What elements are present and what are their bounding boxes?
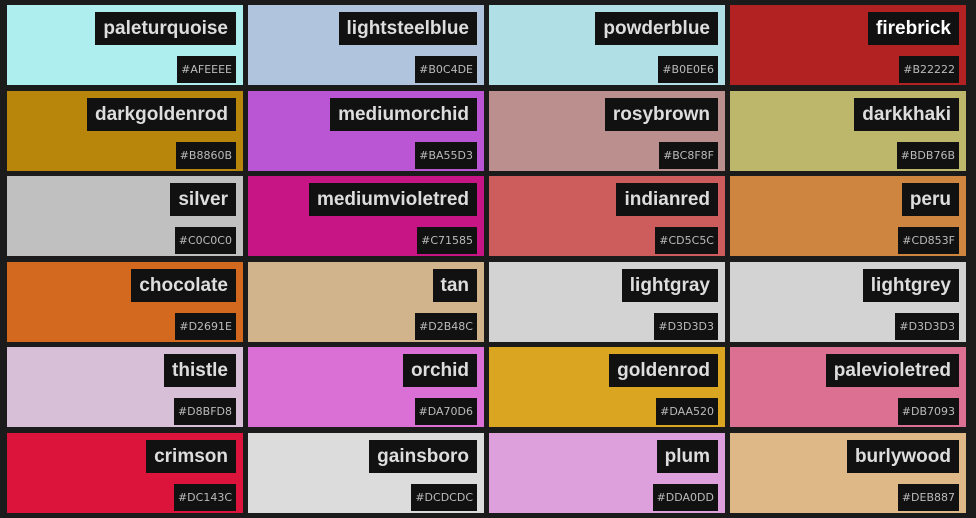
color-swatch[interactable]: tan #D2B48C xyxy=(248,261,484,342)
color-hex: #D8BFD8 xyxy=(173,398,236,425)
color-swatch[interactable]: chocolate #D2691E xyxy=(7,261,243,342)
color-name: gainsboro xyxy=(369,439,477,473)
color-swatch[interactable]: rosybrown #BC8F8F xyxy=(489,90,725,171)
color-hex: #B8860B xyxy=(175,141,236,169)
color-swatch[interactable]: paleturquoise #AFEEEE xyxy=(7,5,243,85)
color-name: lightgray xyxy=(621,268,718,302)
color-name: mediumvioletred xyxy=(308,183,477,216)
color-hex: #D3D3D3 xyxy=(895,312,959,340)
color-name: mediumorchid xyxy=(330,97,477,131)
color-name: lightgrey xyxy=(862,268,959,302)
color-name: darkgoldenrod xyxy=(86,97,236,131)
color-swatch[interactable]: silver #C0C0C0 xyxy=(7,176,243,256)
color-swatch[interactable]: palevioletred #DB7093 xyxy=(730,347,966,427)
color-swatch[interactable]: powderblue #B0E0E6 xyxy=(489,5,725,85)
color-name: powderblue xyxy=(595,12,718,45)
color-name: darkkhaki xyxy=(854,97,959,131)
color-hex: #BC8F8F xyxy=(659,141,718,169)
color-hex: #DDA0DD xyxy=(652,483,718,511)
color-name: peru xyxy=(901,183,959,216)
color-hex: #D3D3D3 xyxy=(654,312,718,340)
color-swatch[interactable]: goldenrod #DAA520 xyxy=(489,347,725,427)
color-swatch[interactable]: indianred #CD5C5C xyxy=(489,176,725,256)
color-hex: #DEB887 xyxy=(897,483,959,511)
color-name: silver xyxy=(170,183,236,216)
color-swatch[interactable]: thistle #D8BFD8 xyxy=(7,347,243,427)
color-name: goldenrod xyxy=(609,354,718,387)
color-hex: #DCDCDC xyxy=(411,483,477,511)
color-swatch[interactable]: darkkhaki #BDB76B xyxy=(730,90,966,171)
color-name: orchid xyxy=(402,354,477,387)
color-hex: #DA70D6 xyxy=(414,398,477,425)
color-hex: #AFEEEE xyxy=(177,56,236,83)
color-swatch[interactable]: plum #DDA0DD xyxy=(489,432,725,513)
color-name: paleturquoise xyxy=(95,12,236,45)
color-hex: #DB7093 xyxy=(897,398,959,425)
color-name: tan xyxy=(432,268,477,302)
color-swatch[interactable]: gainsboro #DCDCDC xyxy=(248,432,484,513)
color-hex: #D2B48C xyxy=(415,312,477,340)
color-swatch[interactable]: mediumvioletred #C71585 xyxy=(248,176,484,256)
color-swatch[interactable]: orchid #DA70D6 xyxy=(248,347,484,427)
color-hex: #CD853F xyxy=(898,227,959,254)
color-name: crimson xyxy=(146,439,236,473)
color-hex: #B22222 xyxy=(899,56,959,83)
color-hex: #D2691E xyxy=(175,312,236,340)
color-hex: #C0C0C0 xyxy=(174,227,236,254)
color-name: chocolate xyxy=(131,268,236,302)
color-hex: #B0C4DE xyxy=(415,56,477,83)
color-hex: #DC143C xyxy=(173,483,236,511)
color-swatch[interactable]: darkgoldenrod #B8860B xyxy=(7,90,243,171)
color-hex: #B0E0E6 xyxy=(658,56,718,83)
color-hex: #CD5C5C xyxy=(655,227,718,254)
color-swatch[interactable]: lightsteelblue #B0C4DE xyxy=(248,5,484,85)
color-name: firebrick xyxy=(868,12,959,45)
color-name: rosybrown xyxy=(604,97,718,131)
color-name: thistle xyxy=(164,354,236,387)
color-swatch[interactable]: burlywood #DEB887 xyxy=(730,432,966,513)
color-name: lightsteelblue xyxy=(338,12,477,45)
color-swatch[interactable]: lightgrey #D3D3D3 xyxy=(730,261,966,342)
color-hex: #BDB76B xyxy=(896,141,959,169)
color-swatch[interactable]: mediumorchid #BA55D3 xyxy=(248,90,484,171)
color-hex: #BA55D3 xyxy=(415,141,477,169)
color-name: plum xyxy=(656,439,718,473)
color-name: burlywood xyxy=(846,439,959,473)
color-swatch[interactable]: lightgray #D3D3D3 xyxy=(489,261,725,342)
color-swatch[interactable]: peru #CD853F xyxy=(730,176,966,256)
color-hex: #DAA520 xyxy=(656,398,718,425)
color-swatch[interactable]: firebrick #B22222 xyxy=(730,5,966,85)
color-hex: #C71585 xyxy=(417,227,477,254)
color-name: palevioletred xyxy=(825,354,959,387)
color-swatch[interactable]: crimson #DC143C xyxy=(7,432,243,513)
color-name: indianred xyxy=(616,183,718,216)
